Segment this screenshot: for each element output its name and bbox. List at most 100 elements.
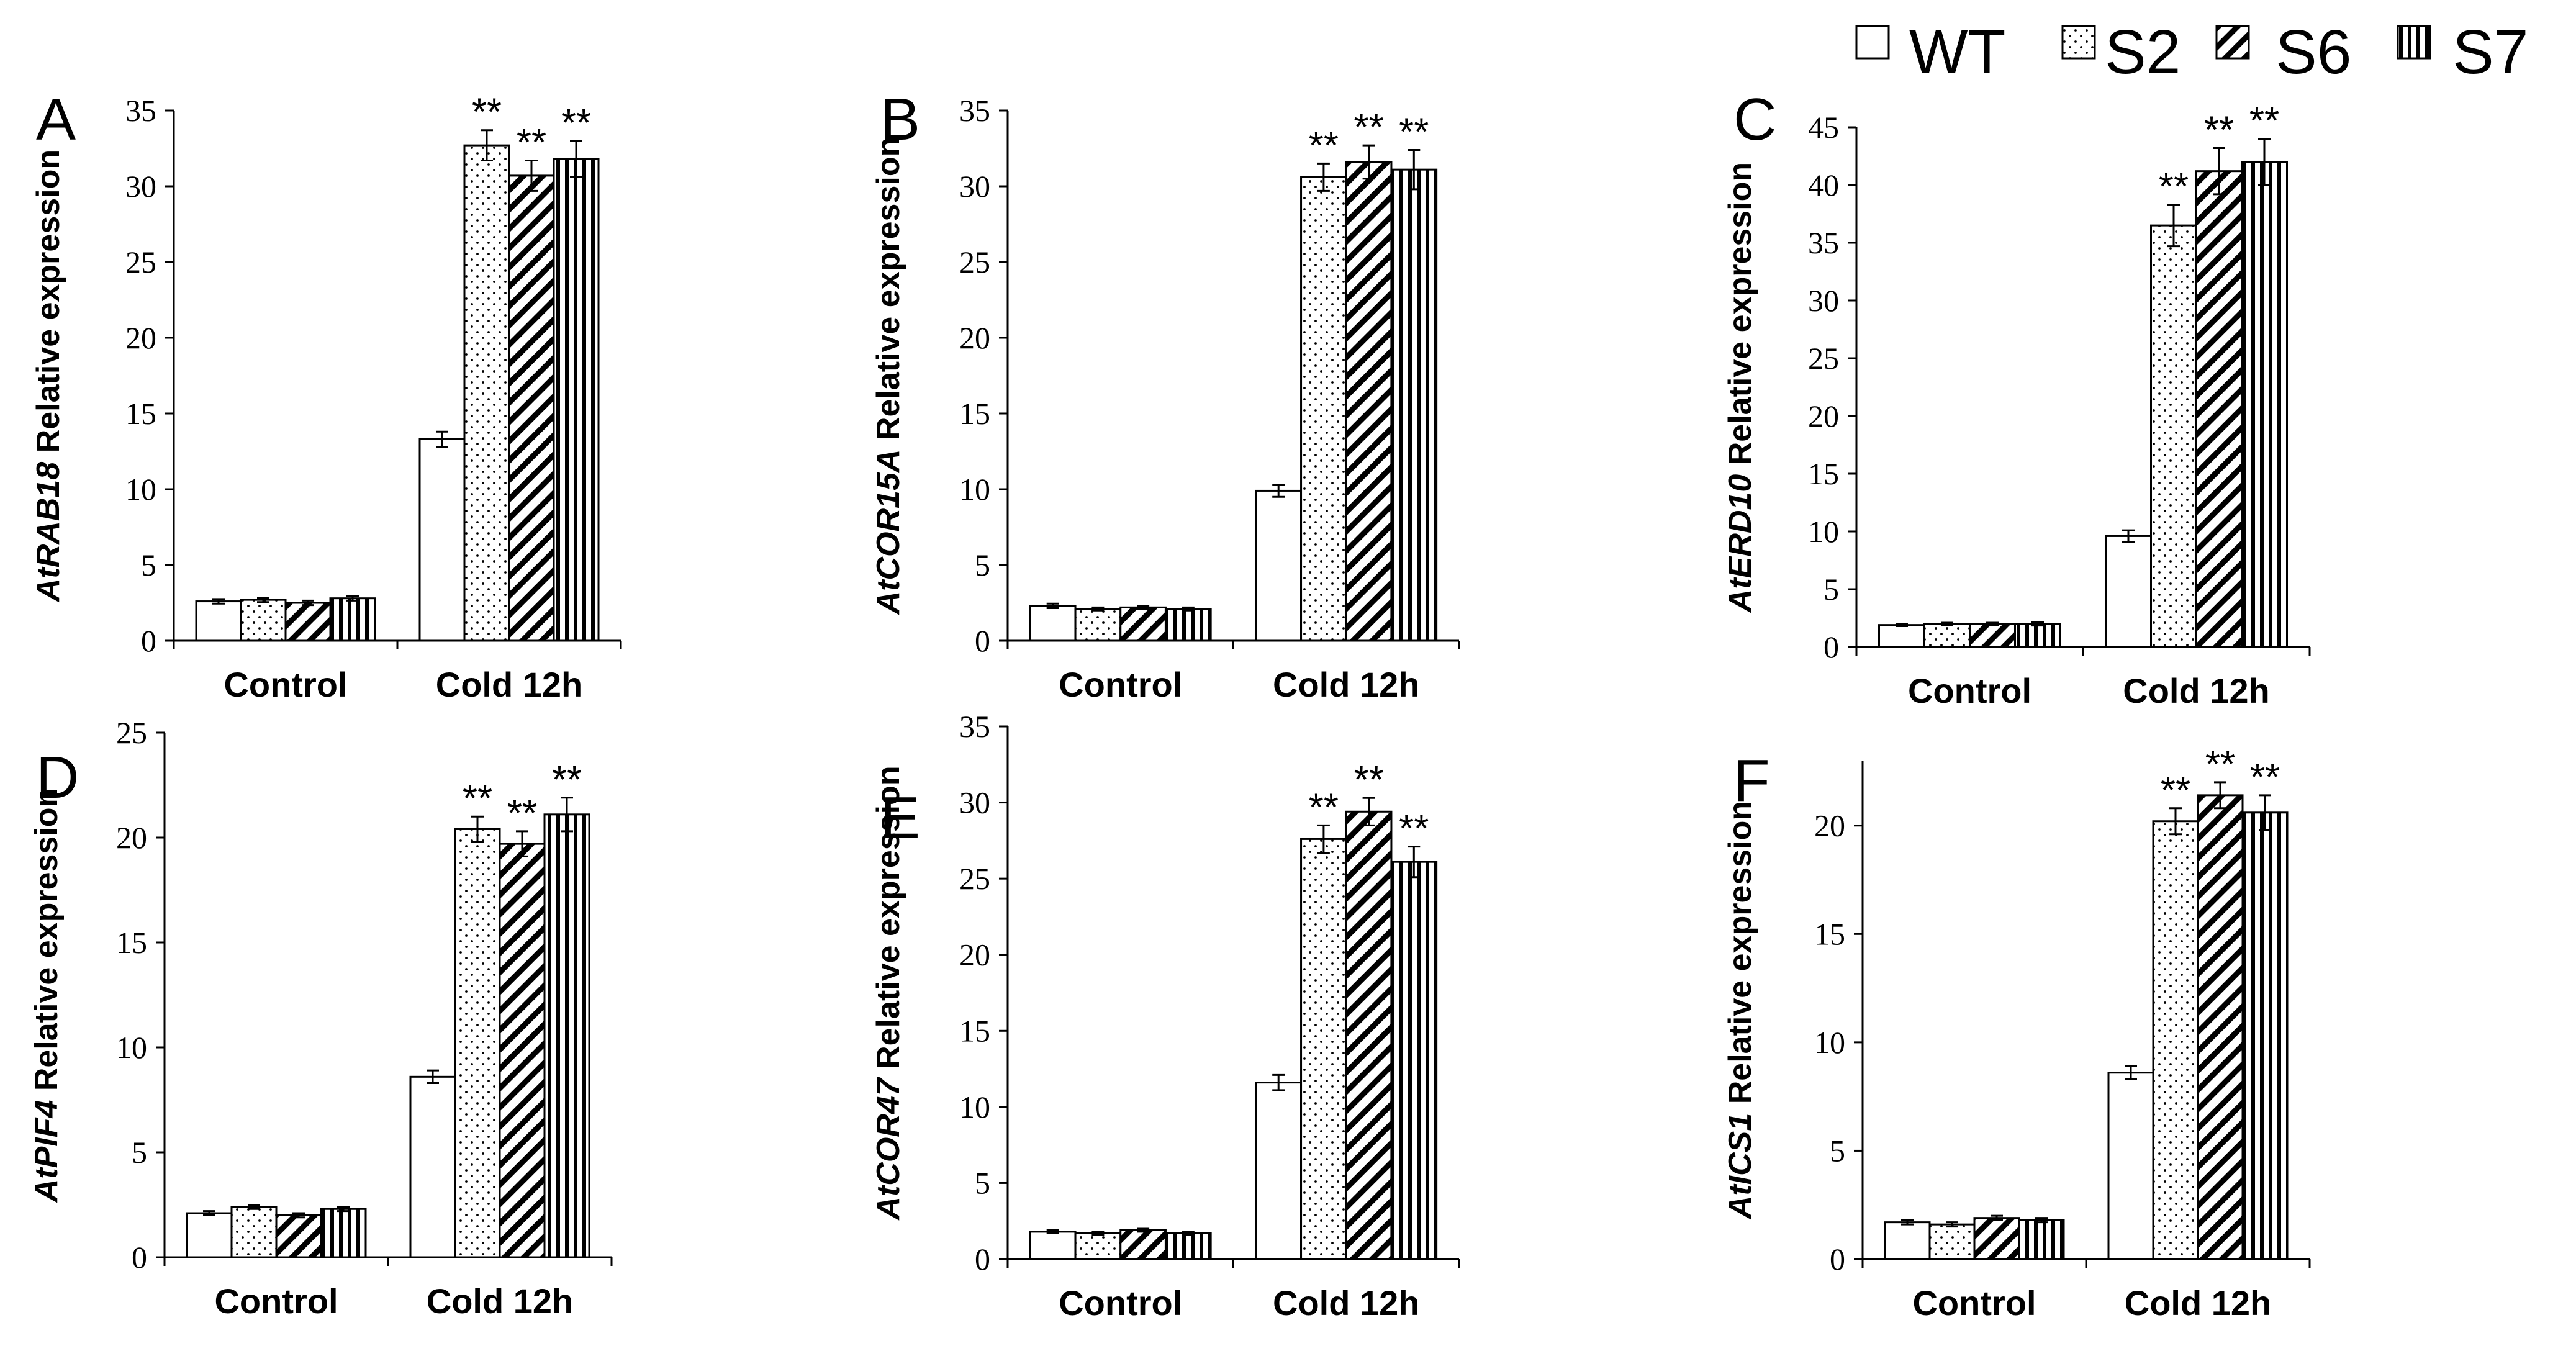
y-tick-label: 35 <box>1808 225 1839 260</box>
bar-wt-control <box>1878 624 1925 648</box>
bar-s2-control <box>1928 1223 1976 1260</box>
x-tick-label: Cold 12h <box>1273 1283 1419 1322</box>
y-tick-label: 15 <box>1814 916 1845 951</box>
bar-s2-control <box>240 599 287 642</box>
x-tick-label: Cold 12h <box>436 665 582 704</box>
y-tick-label: 35 <box>959 93 990 128</box>
y-tick-label: 10 <box>1808 514 1839 549</box>
bar-wt-control <box>1029 605 1077 642</box>
legend-swatch-s6 <box>2215 25 2250 60</box>
bar-s2-cold <box>463 144 510 642</box>
y-tick-label: 20 <box>116 820 147 855</box>
legend-item-wt: WT <box>1855 17 2005 87</box>
significance-marker: ** <box>1399 111 1429 153</box>
y-tick-label: 15 <box>1808 456 1839 491</box>
y-tick-label: 10 <box>959 472 990 507</box>
significance-marker: ** <box>2205 743 2235 786</box>
y-axis-label-suffix: Relative expression <box>29 788 65 1100</box>
bar-s6-cold <box>2195 170 2243 648</box>
bar-wt-control <box>195 600 242 642</box>
y-axis-label-gene: AtCOR15A <box>870 450 906 616</box>
legend-swatch-wt <box>1855 25 1890 60</box>
significance-marker: ** <box>472 91 502 134</box>
panel-letter: D <box>36 744 79 811</box>
y-tick-label: 5 <box>975 548 990 582</box>
x-tick-label: Control <box>1908 671 2031 710</box>
y-tick-label: 25 <box>959 245 990 279</box>
chart-panel-c: C AtERD10 Relative expression 0 5 10 15 20 25 30… <box>1722 86 2311 710</box>
bar-s6-cold <box>508 174 555 642</box>
y-tick-label: 0 <box>975 623 990 658</box>
y-tick-label: 40 <box>1808 168 1839 202</box>
y-tick-label: 35 <box>959 709 990 744</box>
y-axis-label-gene: AtPIF4 <box>29 1100 65 1204</box>
bar-s6-control <box>1119 1229 1167 1260</box>
bar-s7-cold <box>2241 811 2289 1260</box>
y-tick-label: 20 <box>959 320 990 355</box>
y-tick-label: 30 <box>1808 283 1839 318</box>
x-tick-label: Cold 12h <box>2125 1283 2271 1322</box>
y-tick-label: 25 <box>1808 341 1839 376</box>
significance-marker: ** <box>1309 786 1339 829</box>
y-axis-label-gene: AtERD10 <box>1722 474 1758 614</box>
y-tick-label: 20 <box>1808 399 1839 433</box>
y-tick-label: 25 <box>125 245 156 279</box>
y-axis-label-gene: AtICS1 <box>1722 1113 1758 1220</box>
significance-marker: ** <box>2159 166 2189 209</box>
panel-letter: B <box>880 86 920 153</box>
bar-wt-cold <box>409 1075 456 1258</box>
bar-s6-control <box>1973 1217 2020 1260</box>
y-axis-label: AtCOR15A Relative expression <box>870 137 906 616</box>
y-axis-label: AtICS1 Relative expression <box>1722 801 1758 1220</box>
bar-s6-control <box>1969 623 2016 648</box>
y-tick-label: 0 <box>132 1240 147 1275</box>
significance-marker: ** <box>2204 109 2234 151</box>
bar-wt-cold <box>1255 489 1303 642</box>
y-tick-label: 20 <box>125 320 156 355</box>
bar-s2-cold <box>1300 176 1347 642</box>
bar-s7-cold <box>543 813 590 1258</box>
significance-marker: ** <box>552 759 582 802</box>
bar-s2-control <box>230 1206 278 1258</box>
legend-label-s7: S7 <box>2452 17 2528 87</box>
bar-s6-cold <box>1345 161 1393 642</box>
bar-s6-cold <box>2197 794 2244 1260</box>
legend-swatch-s2 <box>2061 25 2096 60</box>
y-tick-label: 45 <box>1808 110 1839 145</box>
x-tick-label: Cold 12h <box>427 1281 573 1321</box>
y-axis-label: AtPIF4 Relative expression <box>29 788 65 1204</box>
y-tick-label: 35 <box>125 93 156 128</box>
y-tick-label: 15 <box>125 396 156 431</box>
y-axis-label-suffix: Relative expression <box>870 137 906 450</box>
y-axis-label-suffix: Relative expression <box>870 766 906 1078</box>
significance-marker: ** <box>1399 808 1429 851</box>
bar-s6-control <box>275 1214 322 1258</box>
bar-s2-control <box>1923 623 1971 648</box>
y-axis-label-gene: AtRAB18 <box>30 462 66 603</box>
bar-s6-cold <box>499 843 546 1258</box>
bar-s6-control <box>284 602 332 642</box>
y-tick-label: 25 <box>959 861 990 896</box>
y-tick-label: 10 <box>116 1030 147 1065</box>
legend: WT S2 S6 S7 <box>1855 17 2528 87</box>
y-tick-label: 0 <box>141 623 156 658</box>
y-tick-label: 30 <box>959 169 990 204</box>
bar-wt-cold <box>2105 535 2152 648</box>
panel-letter: C <box>1733 86 1776 153</box>
bar-s7-control <box>2014 623 2061 648</box>
significance-marker: ** <box>463 777 492 820</box>
significance-marker: ** <box>2249 100 2279 143</box>
y-tick-label: 25 <box>116 715 147 750</box>
y-tick-label: 10 <box>959 1090 990 1124</box>
x-tick-label: Control <box>1912 1283 2036 1322</box>
y-tick-label: 10 <box>125 472 156 507</box>
y-tick-label: 5 <box>975 1165 990 1200</box>
bar-s7-control <box>2018 1219 2065 1260</box>
y-tick-label: 10 <box>1814 1025 1845 1060</box>
